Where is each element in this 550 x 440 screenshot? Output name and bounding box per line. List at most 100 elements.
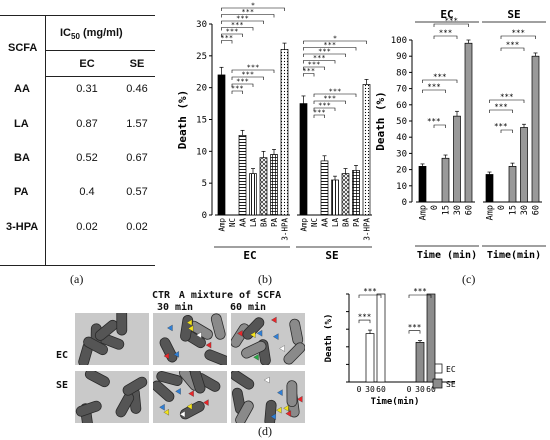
micrograph-ec-60min <box>231 313 305 365</box>
significance-bracket <box>231 90 243 94</box>
y-tick-label: 30 <box>196 20 207 30</box>
x-tick-label: Amp <box>218 218 227 232</box>
arrowhead-marker <box>205 341 212 349</box>
table-title: IC50 (mg/ml) <box>60 27 123 42</box>
header-30min: 30 min <box>156 302 194 313</box>
arrowhead-marker <box>196 331 202 339</box>
y-tick-label: 30 <box>396 149 407 159</box>
legend-label: SE <box>446 380 456 389</box>
significance-marker: *** <box>500 93 514 102</box>
bar <box>341 173 350 216</box>
significance-bracket <box>303 66 325 70</box>
bar <box>441 157 450 203</box>
row-label-se: SE <box>56 380 69 391</box>
significance-bracket <box>358 294 382 298</box>
bar <box>453 115 461 203</box>
significance-bracket <box>221 27 254 31</box>
arrowhead-marker <box>297 395 303 403</box>
bar <box>365 333 375 383</box>
x-tick-label: 60 <box>426 385 436 394</box>
significance-bracket <box>221 40 233 44</box>
significance-bracket <box>489 109 513 113</box>
significance-marker: *** <box>444 17 458 26</box>
significance-marker: *** <box>313 109 326 117</box>
panel-d-label: (d) <box>258 424 272 438</box>
x-tick-label: 30 <box>520 205 530 215</box>
significance-marker: *** <box>236 15 249 23</box>
arrowhead-marker <box>279 345 285 352</box>
significance-marker: *** <box>247 64 260 72</box>
table-top-rule <box>0 15 155 16</box>
micrograph-se-30min <box>153 371 227 423</box>
arrowhead-marker <box>237 330 243 337</box>
group-label: SE <box>507 8 520 21</box>
x-tick-label: 60 <box>532 205 542 215</box>
x-tick-label: Amp <box>419 205 429 220</box>
significance-bracket <box>231 76 264 80</box>
table-row-name: BA <box>14 152 30 164</box>
panel-b-label: (b) <box>258 272 272 286</box>
x-tick-label: Amp <box>300 218 309 232</box>
x-tick-label: 3-HPA <box>363 218 372 241</box>
x-tick-label: NC <box>228 218 237 227</box>
bar <box>299 103 308 216</box>
y-axis-label: Death (%) <box>176 90 189 150</box>
significance-bracket <box>500 35 536 39</box>
y-tick-label: 100 <box>391 36 407 46</box>
x-tick-label: NC <box>310 218 319 227</box>
significance-bracket <box>231 69 275 73</box>
arrowhead-marker <box>167 324 173 332</box>
significance-bracket <box>303 60 336 64</box>
micrograph-ec-30min <box>153 313 227 365</box>
arrowhead-marker <box>163 352 170 360</box>
significance-marker: *** <box>494 122 508 131</box>
significance-bracket <box>303 53 346 57</box>
table-col-header: SCFA <box>8 42 38 54</box>
significance-bracket <box>221 33 243 37</box>
bar <box>531 55 540 203</box>
significance-marker: *** <box>318 102 331 110</box>
significance-marker: *** <box>236 78 249 86</box>
micrograph-grid <box>75 313 305 423</box>
x-tick-label: 30 <box>415 385 425 394</box>
y-tick-label: 50 <box>396 117 407 127</box>
x-axis-label: Time(min) <box>371 396 420 407</box>
arrowhead-marker <box>188 390 194 397</box>
micrograph-se-ctr <box>75 371 149 423</box>
x-tick-label: PA <box>352 218 361 228</box>
table-cell-se: 0.02 <box>126 221 148 233</box>
significance-bracket <box>500 129 513 133</box>
table-cell-ec: 0.52 <box>76 152 98 164</box>
row-label-ec: EC <box>56 350 69 361</box>
header-60min: 60 min <box>229 302 267 313</box>
table-column-divider <box>45 15 46 265</box>
arrowhead-marker <box>283 405 289 412</box>
y-axis-label: Death (%) <box>374 91 387 151</box>
significance-bracket <box>313 93 357 97</box>
bar <box>520 127 528 203</box>
arrowhead-marker <box>250 331 256 339</box>
significance-bracket <box>358 319 371 324</box>
x-tick-label: 30 <box>365 385 375 394</box>
table-header-ec: EC <box>79 58 95 70</box>
x-tick-label: BA <box>260 218 269 228</box>
bar <box>238 135 247 216</box>
table-cell-se: 0.67 <box>126 152 148 164</box>
significance-marker: *** <box>363 288 377 296</box>
header-mixture: A mixture of SCFA <box>178 290 282 301</box>
arrowhead-marker <box>277 389 283 396</box>
group-label: EC <box>440 8 453 21</box>
significance-marker: *** <box>494 103 508 112</box>
significance-bracket <box>221 7 285 11</box>
arrowhead-marker <box>253 353 259 361</box>
significance-bracket <box>422 79 458 83</box>
bar <box>508 166 517 203</box>
x-tick-label: LA <box>249 218 258 228</box>
bar <box>270 154 278 216</box>
significance-bracket <box>489 99 525 103</box>
significance-bracket <box>422 89 446 93</box>
arrowhead-marker <box>285 410 291 417</box>
arrowhead-marker <box>203 399 209 406</box>
bar <box>464 42 473 203</box>
